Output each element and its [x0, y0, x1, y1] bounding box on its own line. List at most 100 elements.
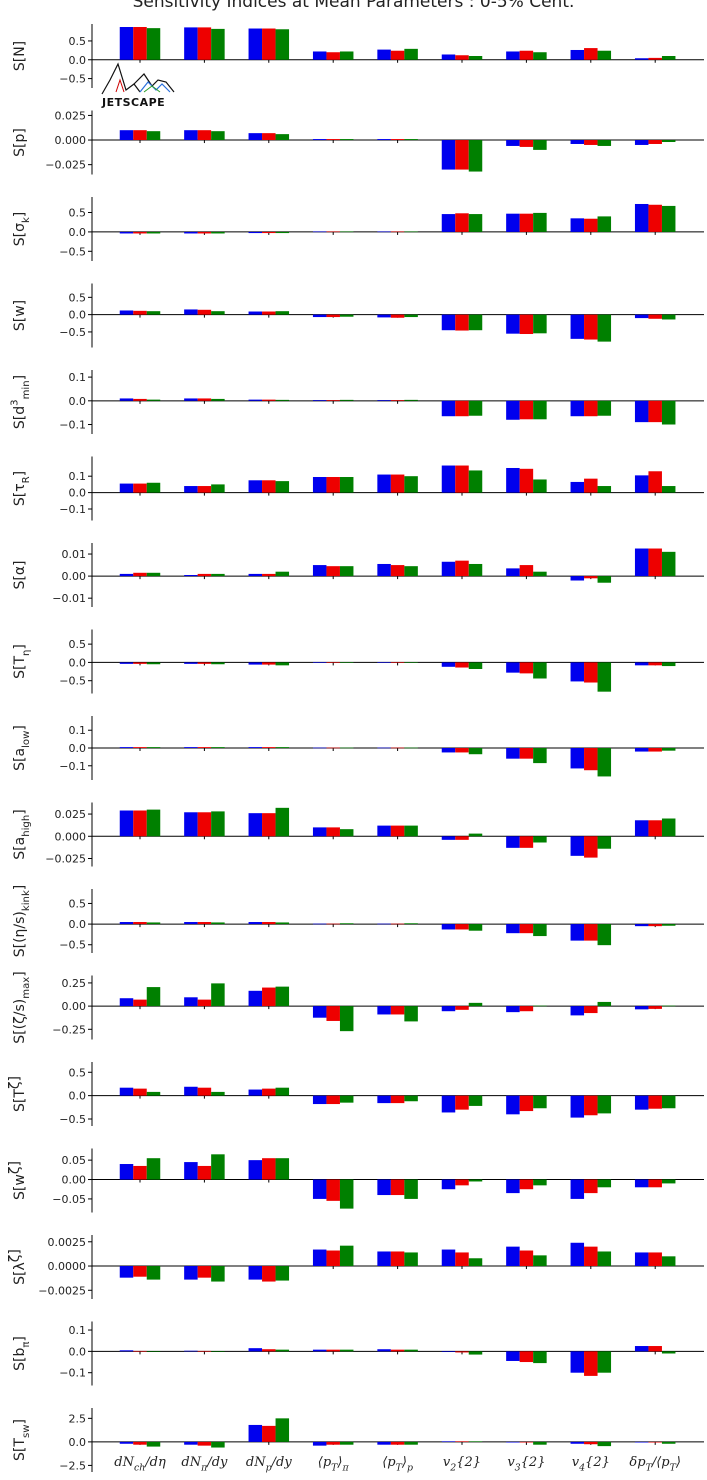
bar-series1	[119, 1087, 134, 1096]
bar-series2	[133, 662, 147, 664]
bar-series2	[390, 662, 405, 663]
panel-5: 0.1 0.0 −0.1 S[d3min]	[10, 370, 704, 434]
bar-series1	[441, 465, 456, 493]
bar-series3	[597, 1351, 612, 1373]
bar-series1	[119, 483, 134, 493]
bar-series3	[533, 1179, 547, 1186]
bar-series2	[326, 52, 340, 60]
y-tick-label: 0.00	[62, 1174, 87, 1187]
bar-series3	[597, 748, 612, 777]
bar-series3	[211, 747, 225, 748]
y-axis-label: S[τR]	[12, 471, 32, 506]
y-tick-label: −2.5	[59, 1459, 86, 1472]
bar-series1	[184, 309, 198, 315]
panel-2: 0.025 0.000 −0.025 S[p]	[12, 109, 704, 175]
y-tick-label: 0.0	[69, 656, 87, 669]
x-category-label: dNch/dη	[114, 1455, 166, 1474]
bar-series1	[184, 1441, 198, 1445]
bar-series3	[597, 924, 612, 946]
bar-series3	[275, 922, 290, 925]
bar-series1	[248, 573, 263, 577]
bar-series3	[661, 662, 676, 667]
bar-series3	[146, 1158, 161, 1180]
bar-series1	[312, 1179, 327, 1199]
bar-series2	[197, 1165, 212, 1180]
bar-series3	[468, 833, 483, 837]
bar-series3	[211, 1091, 225, 1096]
bar-series1	[377, 1095, 391, 1104]
bar-series3	[597, 1095, 612, 1114]
bar-series1	[377, 314, 391, 318]
bar-series3	[339, 747, 354, 749]
bar-series3	[275, 29, 290, 60]
bar-series1	[119, 1350, 134, 1352]
bar-series1	[570, 218, 585, 232]
bar-series3	[661, 56, 676, 60]
bar-series2	[326, 827, 340, 837]
bar-series2	[197, 231, 212, 234]
bar-series3	[404, 48, 418, 60]
bar-series1	[184, 1266, 198, 1280]
bar-series2	[197, 747, 212, 748]
bar-series1	[441, 561, 456, 577]
bar-series2	[197, 573, 212, 577]
bar-series1	[570, 1351, 585, 1373]
bar-series3	[597, 662, 612, 692]
bar-series1	[312, 139, 327, 141]
bar-series3	[339, 399, 354, 401]
bar-series2	[455, 748, 469, 753]
bar-series2	[133, 231, 147, 234]
y-tick-label: 0.0000	[48, 1260, 87, 1273]
bar-series3	[211, 398, 225, 401]
bar-series1	[634, 475, 649, 493]
bar-series1	[377, 1251, 391, 1267]
bar-series2	[197, 27, 212, 60]
bar-series1	[506, 748, 520, 759]
bar-series1	[184, 398, 198, 401]
bar-series1	[634, 748, 649, 752]
bar-series3	[533, 1351, 547, 1364]
bar-series2	[584, 1095, 598, 1116]
bar-series3	[468, 470, 483, 493]
bar-series2	[648, 1346, 662, 1352]
bar-series1	[441, 836, 456, 840]
bar-series1	[119, 1441, 134, 1444]
bar-series2	[648, 140, 662, 144]
bar-series2	[133, 999, 147, 1007]
bar-series2	[390, 825, 405, 837]
bar-series1	[441, 924, 456, 930]
bar-series3	[404, 139, 418, 141]
panel-16: 0.1 0.0 −0.1 S[bπ]	[12, 1321, 704, 1386]
bar-series3	[339, 662, 354, 663]
bar-series3	[211, 131, 225, 141]
bar-series1	[441, 748, 456, 753]
bar-series1	[119, 310, 134, 315]
bar-series3	[339, 1095, 354, 1103]
bar-series3	[404, 747, 418, 749]
bar-series2	[390, 1095, 405, 1104]
bar-series2	[584, 1006, 598, 1014]
y-tick-label: 0.1	[69, 1324, 87, 1337]
bar-series3	[597, 1251, 612, 1267]
bar-series1	[570, 576, 585, 581]
bar-series2	[390, 139, 405, 141]
bar-series3	[404, 1095, 418, 1102]
x-category-label: ⟨pT⟩π	[318, 1455, 350, 1474]
y-axis-label: S[(ζ/s)max]	[12, 971, 32, 1043]
bar-series2	[390, 400, 405, 401]
y-tick-label: 0.5	[69, 1066, 87, 1079]
bar-series2	[519, 565, 534, 577]
bar-series3	[339, 1349, 354, 1352]
bar-series2	[584, 478, 598, 493]
bar-series2	[648, 1179, 662, 1188]
y-tick-label: 2.5	[69, 1412, 87, 1425]
bar-series3	[339, 923, 354, 925]
bar-series1	[248, 1089, 263, 1096]
bar-series3	[661, 314, 676, 320]
bar-series2	[519, 1250, 534, 1267]
bar-series1	[441, 1351, 456, 1353]
logo-text: JETSCAPE	[101, 96, 165, 109]
bar-series1	[377, 1349, 391, 1352]
bar-series2	[584, 576, 598, 579]
bar-series3	[533, 924, 547, 937]
